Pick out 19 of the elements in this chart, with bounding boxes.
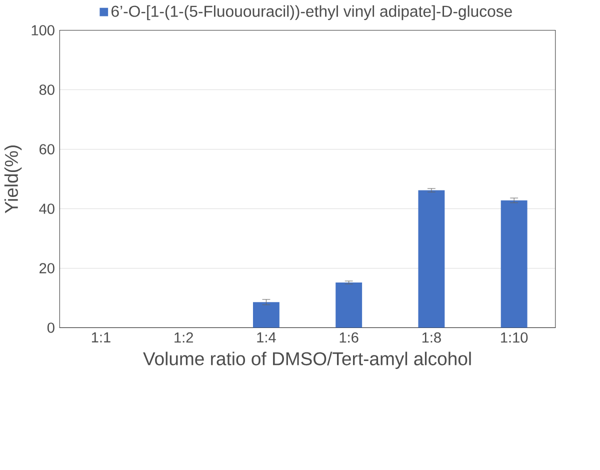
x-tick-label: 1:6: [340, 332, 358, 342]
bar: [500, 200, 528, 328]
y-axis-title: Yield(%): [4, 145, 22, 213]
x-tick-label: 1:2: [174, 332, 193, 342]
y-tick-label: 40: [39, 203, 54, 214]
y-tick-label: 100: [32, 24, 54, 36]
legend-label: 6’-O-[1-(1-(5-Fluououracil))-ethyl vinyl adipate]-D-glucose: [112, 5, 512, 20]
bar: [418, 190, 445, 328]
x-tick-label: 1:8: [422, 332, 441, 342]
x-tick-label: 1:10: [501, 332, 528, 342]
y-tick-label: 20: [40, 262, 54, 274]
y-tick-label: 60: [40, 144, 54, 154]
y-tick-label: 0: [47, 322, 54, 333]
bar: [336, 282, 362, 328]
x-tick-label: 1:4: [257, 332, 276, 342]
x-axis-title: Volume ratio of DMSO/Tert-amyl alcohol: [143, 352, 471, 369]
y-tick-label: 80: [39, 84, 54, 95]
bar: [252, 302, 280, 328]
x-tick-label: 1:1: [92, 332, 110, 342]
